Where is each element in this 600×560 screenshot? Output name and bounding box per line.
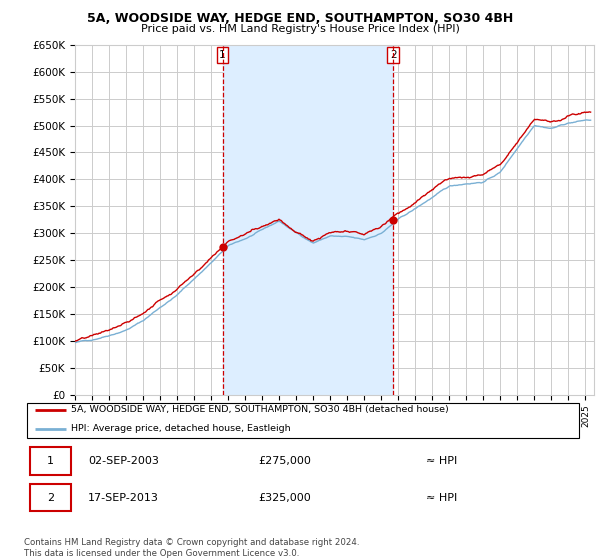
Text: 5A, WOODSIDE WAY, HEDGE END, SOUTHAMPTON, SO30 4BH: 5A, WOODSIDE WAY, HEDGE END, SOUTHAMPTON… <box>87 12 513 25</box>
Text: ≈ HPI: ≈ HPI <box>426 493 457 503</box>
FancyBboxPatch shape <box>29 447 71 474</box>
Text: 1: 1 <box>219 50 226 60</box>
Text: 17-SEP-2013: 17-SEP-2013 <box>88 493 159 503</box>
FancyBboxPatch shape <box>27 403 579 438</box>
Text: £325,000: £325,000 <box>259 493 311 503</box>
Text: £275,000: £275,000 <box>259 456 311 466</box>
Text: 2: 2 <box>47 493 54 503</box>
Text: 5A, WOODSIDE WAY, HEDGE END, SOUTHAMPTON, SO30 4BH (detached house): 5A, WOODSIDE WAY, HEDGE END, SOUTHAMPTON… <box>71 405 449 414</box>
Text: 1: 1 <box>47 456 54 466</box>
Text: Price paid vs. HM Land Registry's House Price Index (HPI): Price paid vs. HM Land Registry's House … <box>140 24 460 34</box>
FancyBboxPatch shape <box>29 484 71 511</box>
Text: ≈ HPI: ≈ HPI <box>426 456 457 466</box>
Text: Contains HM Land Registry data © Crown copyright and database right 2024.
This d: Contains HM Land Registry data © Crown c… <box>24 538 359 558</box>
Bar <box>223 45 394 395</box>
Text: 02-SEP-2003: 02-SEP-2003 <box>88 456 159 466</box>
Text: 2: 2 <box>390 50 397 60</box>
Text: HPI: Average price, detached house, Eastleigh: HPI: Average price, detached house, East… <box>71 424 291 433</box>
